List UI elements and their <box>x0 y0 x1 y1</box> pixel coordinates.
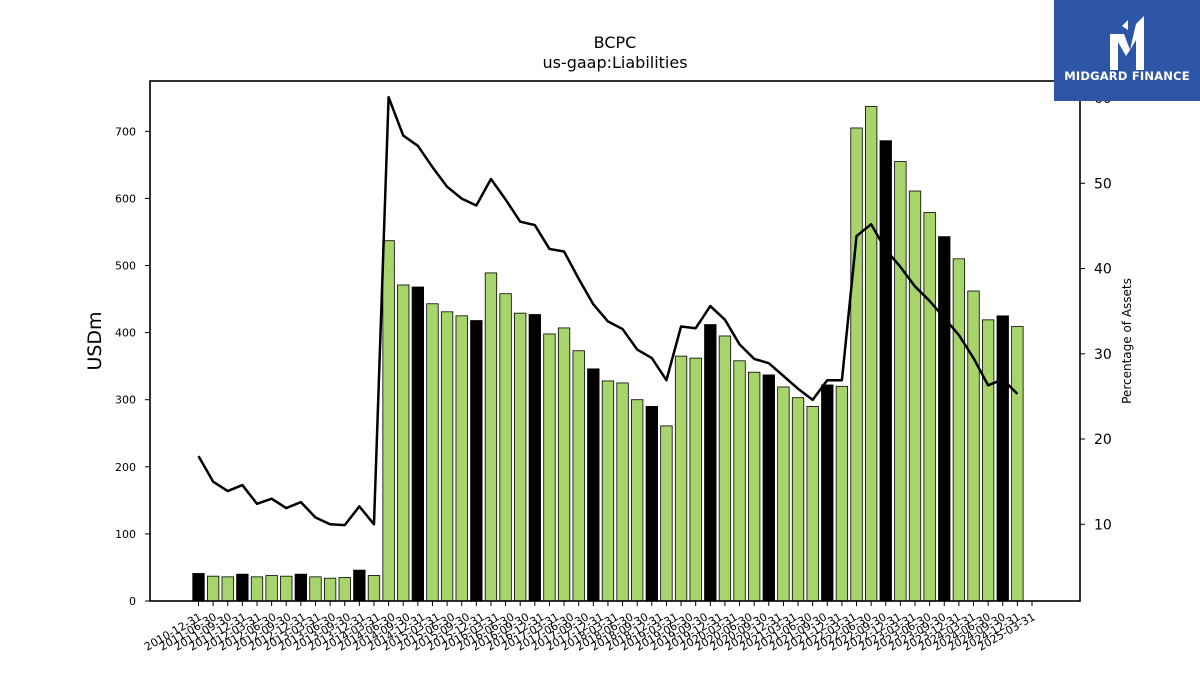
bar-year-end <box>411 286 424 602</box>
brand-logo: MIDGARD FINANCE <box>1054 0 1200 101</box>
bar-quarter <box>777 386 790 602</box>
y-axis-label: USDm <box>84 311 106 370</box>
y-tick-label: 400 <box>115 327 136 340</box>
y-tick-label: 100 <box>115 528 136 541</box>
y-tick-label: 600 <box>115 192 136 205</box>
midgard-m-icon <box>1110 16 1144 70</box>
bar-quarter <box>952 258 966 602</box>
bar-quarter <box>543 333 556 602</box>
bar-year-end <box>762 374 775 602</box>
bar-quarter <box>309 576 322 602</box>
brand-name: MIDGARD FINANCE <box>1064 69 1190 83</box>
y-axis-left: 0 100 200 300 400 500 600 700 <box>115 125 150 608</box>
bar-quarter <box>338 577 351 602</box>
bar-year-end <box>192 573 205 602</box>
bar-year-end <box>294 573 308 602</box>
bar-year-end <box>353 569 366 602</box>
chart-title: BCPC <box>594 33 637 52</box>
bar-quarter <box>806 406 819 602</box>
y-tick-label: 700 <box>115 125 136 138</box>
y2-tick-label: 20 <box>1094 432 1112 448</box>
bar-quarter <box>850 127 863 602</box>
bar-quarter <box>748 371 761 602</box>
bar-quarter <box>514 312 527 602</box>
bar-quarter <box>499 293 512 602</box>
plot-frame <box>149 80 1081 602</box>
bar-year-end <box>938 236 951 602</box>
bar-quarter <box>894 161 907 602</box>
y2-tick-label: 10 <box>1094 517 1112 533</box>
bar-quarter <box>601 380 615 602</box>
bar-series <box>192 106 1024 602</box>
bar-quarter <box>923 212 936 602</box>
bar-quarter <box>426 303 439 602</box>
bar-year-end <box>996 315 1009 602</box>
bar-quarter <box>572 350 585 602</box>
bar-year-end <box>236 573 249 602</box>
bar-quarter <box>660 425 673 602</box>
bar-quarter <box>631 399 644 602</box>
bar-quarter <box>674 355 688 602</box>
bar-quarter <box>616 382 629 602</box>
bar-quarter <box>250 576 264 602</box>
bar-quarter <box>835 385 849 602</box>
bar-quarter <box>791 397 805 602</box>
bar-quarter <box>557 327 571 602</box>
bar-quarter <box>689 357 702 602</box>
bar-quarter <box>484 272 498 602</box>
y2-tick-label: 40 <box>1094 262 1112 278</box>
bar-year-end <box>587 368 600 602</box>
bar-quarter <box>265 575 278 602</box>
bar-quarter <box>455 315 468 602</box>
bar-quarter <box>323 577 337 602</box>
bar-quarter <box>865 106 878 602</box>
bar-year-end <box>879 140 892 602</box>
y-tick-label: 0 <box>129 595 136 608</box>
bar-quarter <box>440 311 454 602</box>
chart-subtitle: us-gaap:Liabilities <box>542 53 687 72</box>
bar-quarter <box>367 575 381 602</box>
y-tick-label: 500 <box>115 260 136 273</box>
bar-year-end <box>821 384 834 602</box>
y2-tick-label: 50 <box>1094 176 1112 192</box>
bar-quarter <box>981 319 995 602</box>
bar-quarter <box>733 360 746 602</box>
bar-year-end <box>470 320 483 602</box>
y2-tick-label: 30 <box>1094 347 1112 363</box>
bar-quarter <box>280 575 293 602</box>
y-tick-label: 300 <box>115 394 136 407</box>
bar-year-end <box>645 406 658 602</box>
bar-quarter <box>221 576 234 602</box>
percentage-of-assets-line <box>197 95 1019 527</box>
bar-quarter <box>1011 326 1024 602</box>
bar-quarter <box>718 335 732 602</box>
bar-quarter <box>382 240 395 602</box>
bar-year-end <box>704 324 717 602</box>
bar-quarter <box>206 575 220 602</box>
bar-quarter <box>397 284 410 602</box>
bar-year-end <box>528 314 541 602</box>
bar-quarter <box>908 190 922 602</box>
y-axis-right: 102030405060 <box>1080 91 1112 533</box>
y-tick-label: 200 <box>115 461 136 474</box>
x-axis: 2010-12-312011-06-302011-09-302011-12-31… <box>142 601 1038 654</box>
y2-axis-label: Percentage of Assets <box>1120 278 1134 404</box>
bar-quarter <box>967 290 980 602</box>
